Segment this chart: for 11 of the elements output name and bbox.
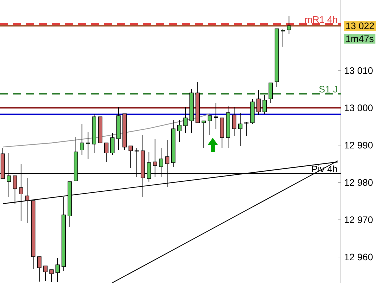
text: 1m47s	[346, 36, 374, 42]
text: 13 022	[346, 22, 374, 30]
y-tick-label: 12 980	[345, 179, 373, 186]
y-tick-label: 13 000	[345, 104, 373, 112]
ref-line-label: Piv 4h	[312, 166, 338, 173]
y-tick-label: 12 970	[345, 216, 373, 224]
y-tick-label: 12 960	[345, 254, 373, 261]
ref-line-label: S1 J	[319, 86, 338, 93]
y-tick-label: 12 990	[345, 142, 373, 149]
ref-line-label: mR1 4h	[305, 16, 338, 24]
y-tick-label: 13 010	[345, 67, 373, 74]
